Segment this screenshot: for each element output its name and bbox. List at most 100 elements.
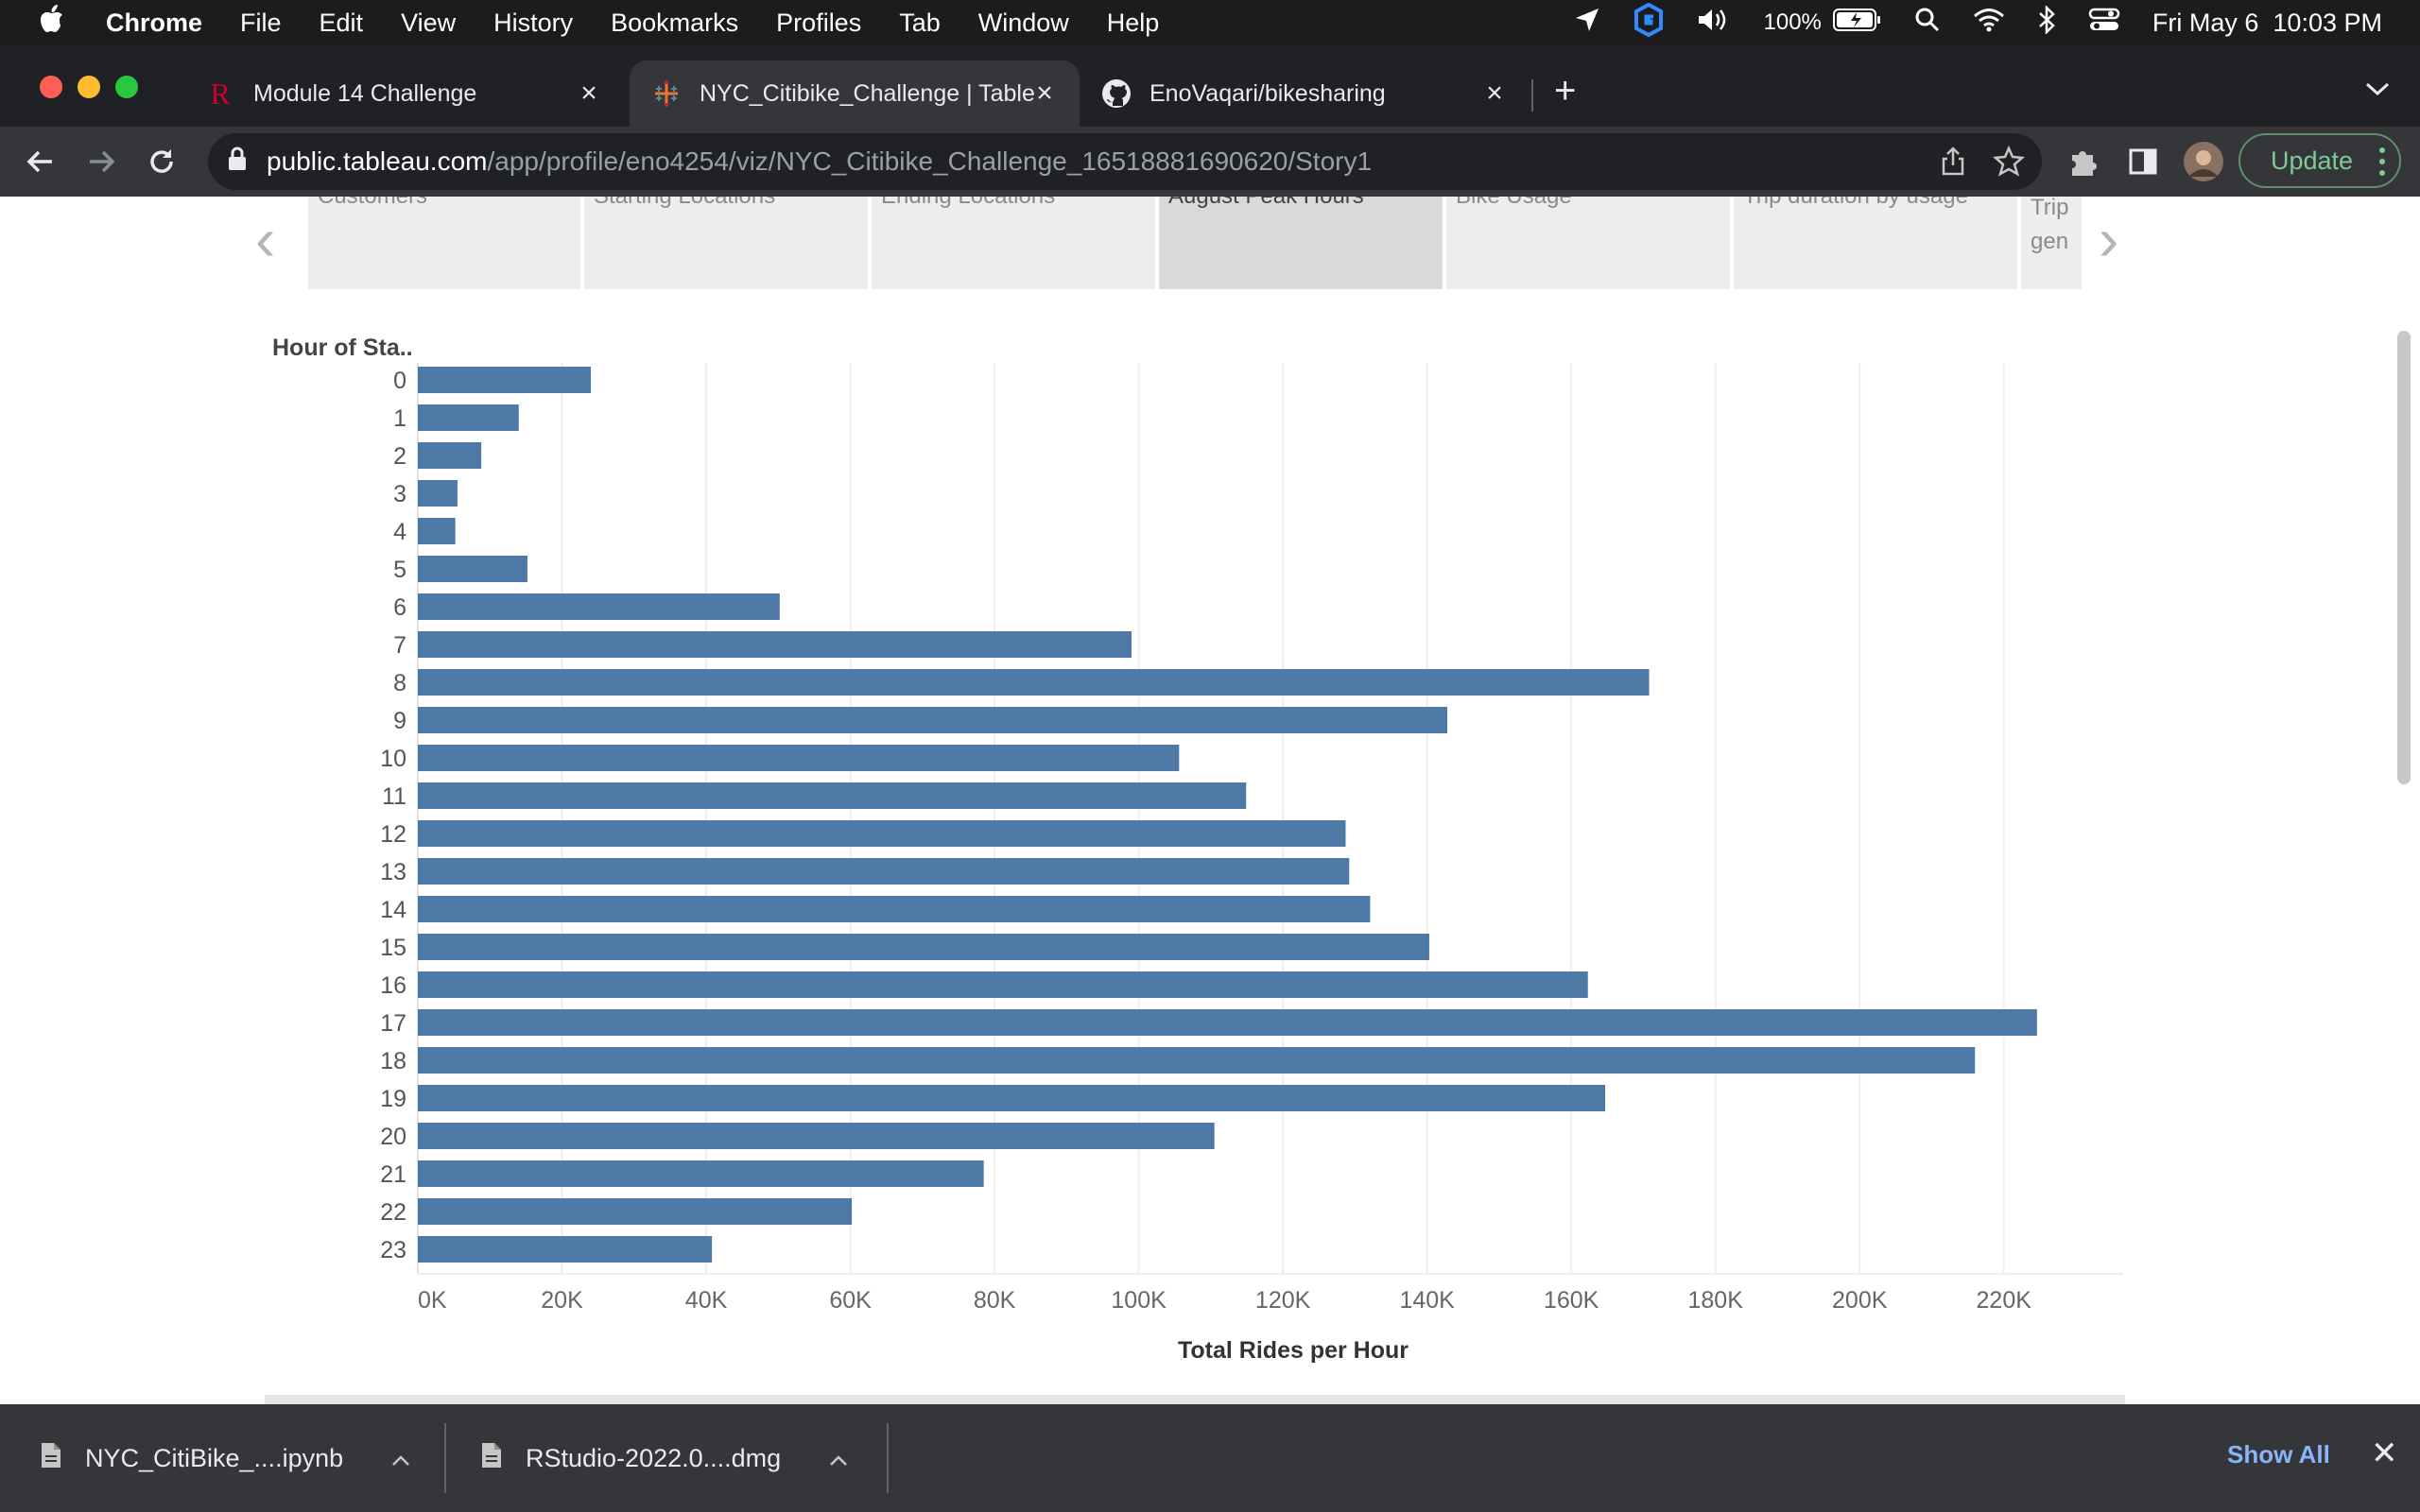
x-tick-label: 200K bbox=[1832, 1287, 1888, 1314]
download-filename: RStudio-2022.0....dmg bbox=[526, 1443, 782, 1472]
share-icon[interactable] bbox=[1940, 146, 1966, 183]
show-all-downloads-button[interactable]: Show All bbox=[2227, 1440, 2330, 1469]
download-filename: NYC_CitiBike_....ipynb bbox=[85, 1443, 344, 1472]
wifi-icon[interactable] bbox=[1973, 7, 2005, 40]
bar-hour-16[interactable] bbox=[418, 971, 1588, 998]
tab-module-14-challenge[interactable]: R Module 14 Challenge × bbox=[170, 60, 624, 127]
control-center-icon[interactable] bbox=[2088, 7, 2120, 40]
clock-datetime[interactable]: Fri May 6 10:03 PM bbox=[2152, 8, 2382, 37]
bluetooth-icon[interactable] bbox=[2037, 4, 2056, 41]
file-icon bbox=[480, 1441, 503, 1476]
back-arrow-icon[interactable] bbox=[17, 138, 64, 185]
bar-hour-7[interactable] bbox=[418, 631, 1132, 658]
reload-icon[interactable] bbox=[138, 138, 185, 185]
menu-edit[interactable]: Edit bbox=[319, 8, 364, 37]
menu-tab[interactable]: Tab bbox=[899, 8, 941, 37]
bar-hour-15[interactable] bbox=[418, 934, 1429, 960]
bar-hour-23[interactable] bbox=[418, 1236, 713, 1263]
bar-hour-6[interactable] bbox=[418, 593, 780, 620]
menu-view[interactable]: View bbox=[401, 8, 457, 37]
extensions-puzzle-icon[interactable] bbox=[2059, 138, 2106, 185]
bar-hour-3[interactable] bbox=[418, 480, 458, 507]
spotlight-search-icon[interactable] bbox=[1914, 7, 1941, 40]
menu-help[interactable]: Help bbox=[1106, 8, 1160, 37]
story-point-label: Trip duration by usage bbox=[1743, 197, 1968, 210]
window-minimize-button[interactable] bbox=[78, 76, 100, 98]
browser-toolbar: public.tableau.com/app/profile/eno4254/v… bbox=[0, 127, 2420, 197]
bar-hour-4[interactable] bbox=[418, 518, 456, 544]
volume-icon[interactable] bbox=[1696, 6, 1732, 41]
tab-enovaqari-bikesharing[interactable]: EnoVaqari/bikesharing × bbox=[1085, 60, 1530, 127]
url-path: /app/profile/eno4254/viz/NYC_Citibike_Ch… bbox=[487, 146, 1373, 176]
app-menu-chrome[interactable]: Chrome bbox=[106, 8, 203, 37]
rutgers-r-icon: R bbox=[210, 76, 231, 111]
bar-hour-21[interactable] bbox=[418, 1160, 984, 1187]
menu-history[interactable]: History bbox=[493, 8, 574, 37]
chevron-up-icon[interactable] bbox=[828, 1444, 849, 1473]
apple-menu-icon[interactable] bbox=[40, 5, 64, 41]
story-point-starting-locations[interactable]: Starting Locations bbox=[584, 197, 868, 289]
tab-nyc-citibike-challenge[interactable]: NYC_Citibike_Challenge | Table × bbox=[630, 60, 1080, 127]
menu-file[interactable]: File bbox=[240, 8, 282, 37]
address-bar[interactable]: public.tableau.com/app/profile/eno4254/v… bbox=[208, 133, 2042, 190]
bar-hour-9[interactable] bbox=[418, 707, 1448, 733]
story-point-august-peak-hours[interactable]: August Peak Hours bbox=[1159, 197, 1443, 289]
bar-hour-1[interactable] bbox=[418, 404, 519, 431]
close-downloads-bar-icon[interactable]: ✕ bbox=[2371, 1435, 2398, 1471]
bar-hour-0[interactable] bbox=[418, 367, 592, 393]
menu-window[interactable]: Window bbox=[977, 8, 1069, 37]
bar-hour-14[interactable] bbox=[418, 896, 1371, 922]
window-close-button[interactable] bbox=[40, 76, 62, 98]
bar-hour-20[interactable] bbox=[418, 1123, 1215, 1149]
horizontal-scrollbar[interactable] bbox=[265, 1395, 2125, 1404]
update-button[interactable]: Update bbox=[2238, 133, 2401, 188]
bar-hour-11[interactable] bbox=[418, 782, 1247, 809]
story-point-bike-usage[interactable]: Bike Usage bbox=[1446, 197, 1730, 289]
x-tick-label: 40K bbox=[685, 1287, 728, 1314]
story-point-label: Trip gen bbox=[2031, 197, 2069, 254]
side-panel-icon[interactable] bbox=[2119, 138, 2167, 185]
profile-avatar[interactable] bbox=[2180, 138, 2227, 185]
story-point-trip-gen[interactable]: Trip gen bbox=[2021, 197, 2082, 289]
y-tick-label: 13 bbox=[380, 859, 406, 885]
tab-search-chevron-down-icon[interactable] bbox=[2363, 79, 2392, 103]
story-prev-arrow-icon[interactable]: ‹ bbox=[255, 205, 276, 273]
y-tick-label: 16 bbox=[380, 972, 406, 999]
bar-hour-12[interactable] bbox=[418, 820, 1346, 847]
grammarly-icon[interactable] bbox=[1634, 2, 1664, 43]
new-tab-plus-icon[interactable]: + bbox=[1554, 70, 1577, 112]
lock-icon[interactable] bbox=[227, 146, 248, 179]
menu-bookmarks[interactable]: Bookmarks bbox=[611, 8, 739, 37]
forward-arrow-icon[interactable] bbox=[78, 138, 125, 185]
story-point-customers[interactable]: Customers bbox=[308, 197, 580, 289]
bar-hour-2[interactable] bbox=[418, 442, 482, 469]
bar-hour-5[interactable] bbox=[418, 556, 527, 582]
bookmark-star-icon[interactable] bbox=[1993, 145, 2025, 184]
story-point-trip-duration-by-usage[interactable]: Trip duration by usage bbox=[1734, 197, 2017, 289]
bar-hour-22[interactable] bbox=[418, 1198, 853, 1225]
bar-hour-19[interactable] bbox=[418, 1085, 1606, 1111]
chevron-up-icon[interactable] bbox=[390, 1444, 411, 1473]
bar-hour-10[interactable] bbox=[418, 745, 1180, 771]
menu-profiles[interactable]: Profiles bbox=[776, 8, 862, 37]
battery-icon[interactable] bbox=[1832, 8, 1882, 39]
more-vertical-icon[interactable] bbox=[2378, 146, 2386, 183]
story-next-arrow-icon[interactable]: › bbox=[2099, 205, 2119, 273]
close-icon[interactable]: × bbox=[580, 77, 597, 109]
bar-hour-17[interactable] bbox=[418, 1009, 2037, 1036]
bar-hour-8[interactable] bbox=[418, 669, 1650, 696]
downloads-bar: NYC_CitiBike_....ipynb RStudio-2022.0...… bbox=[0, 1404, 2420, 1512]
download-separator bbox=[887, 1423, 889, 1493]
x-tick-label: 180K bbox=[1688, 1287, 1744, 1314]
location-arrow-icon[interactable] bbox=[1573, 6, 1601, 41]
download-item[interactable]: RStudio-2022.0....dmg bbox=[480, 1404, 849, 1512]
close-icon[interactable]: × bbox=[1036, 77, 1053, 109]
window-zoom-button[interactable] bbox=[115, 76, 138, 98]
bar-hour-18[interactable] bbox=[418, 1047, 1976, 1074]
close-icon[interactable]: × bbox=[1486, 77, 1503, 109]
download-item[interactable]: NYC_CitiBike_....ipynb bbox=[40, 1404, 411, 1512]
bar-hour-13[interactable] bbox=[418, 858, 1350, 885]
vertical-scrollbar[interactable] bbox=[2397, 331, 2411, 784]
y-tick-label: 1 bbox=[393, 405, 406, 432]
story-point-ending-locations[interactable]: Ending Locations bbox=[872, 197, 1155, 289]
